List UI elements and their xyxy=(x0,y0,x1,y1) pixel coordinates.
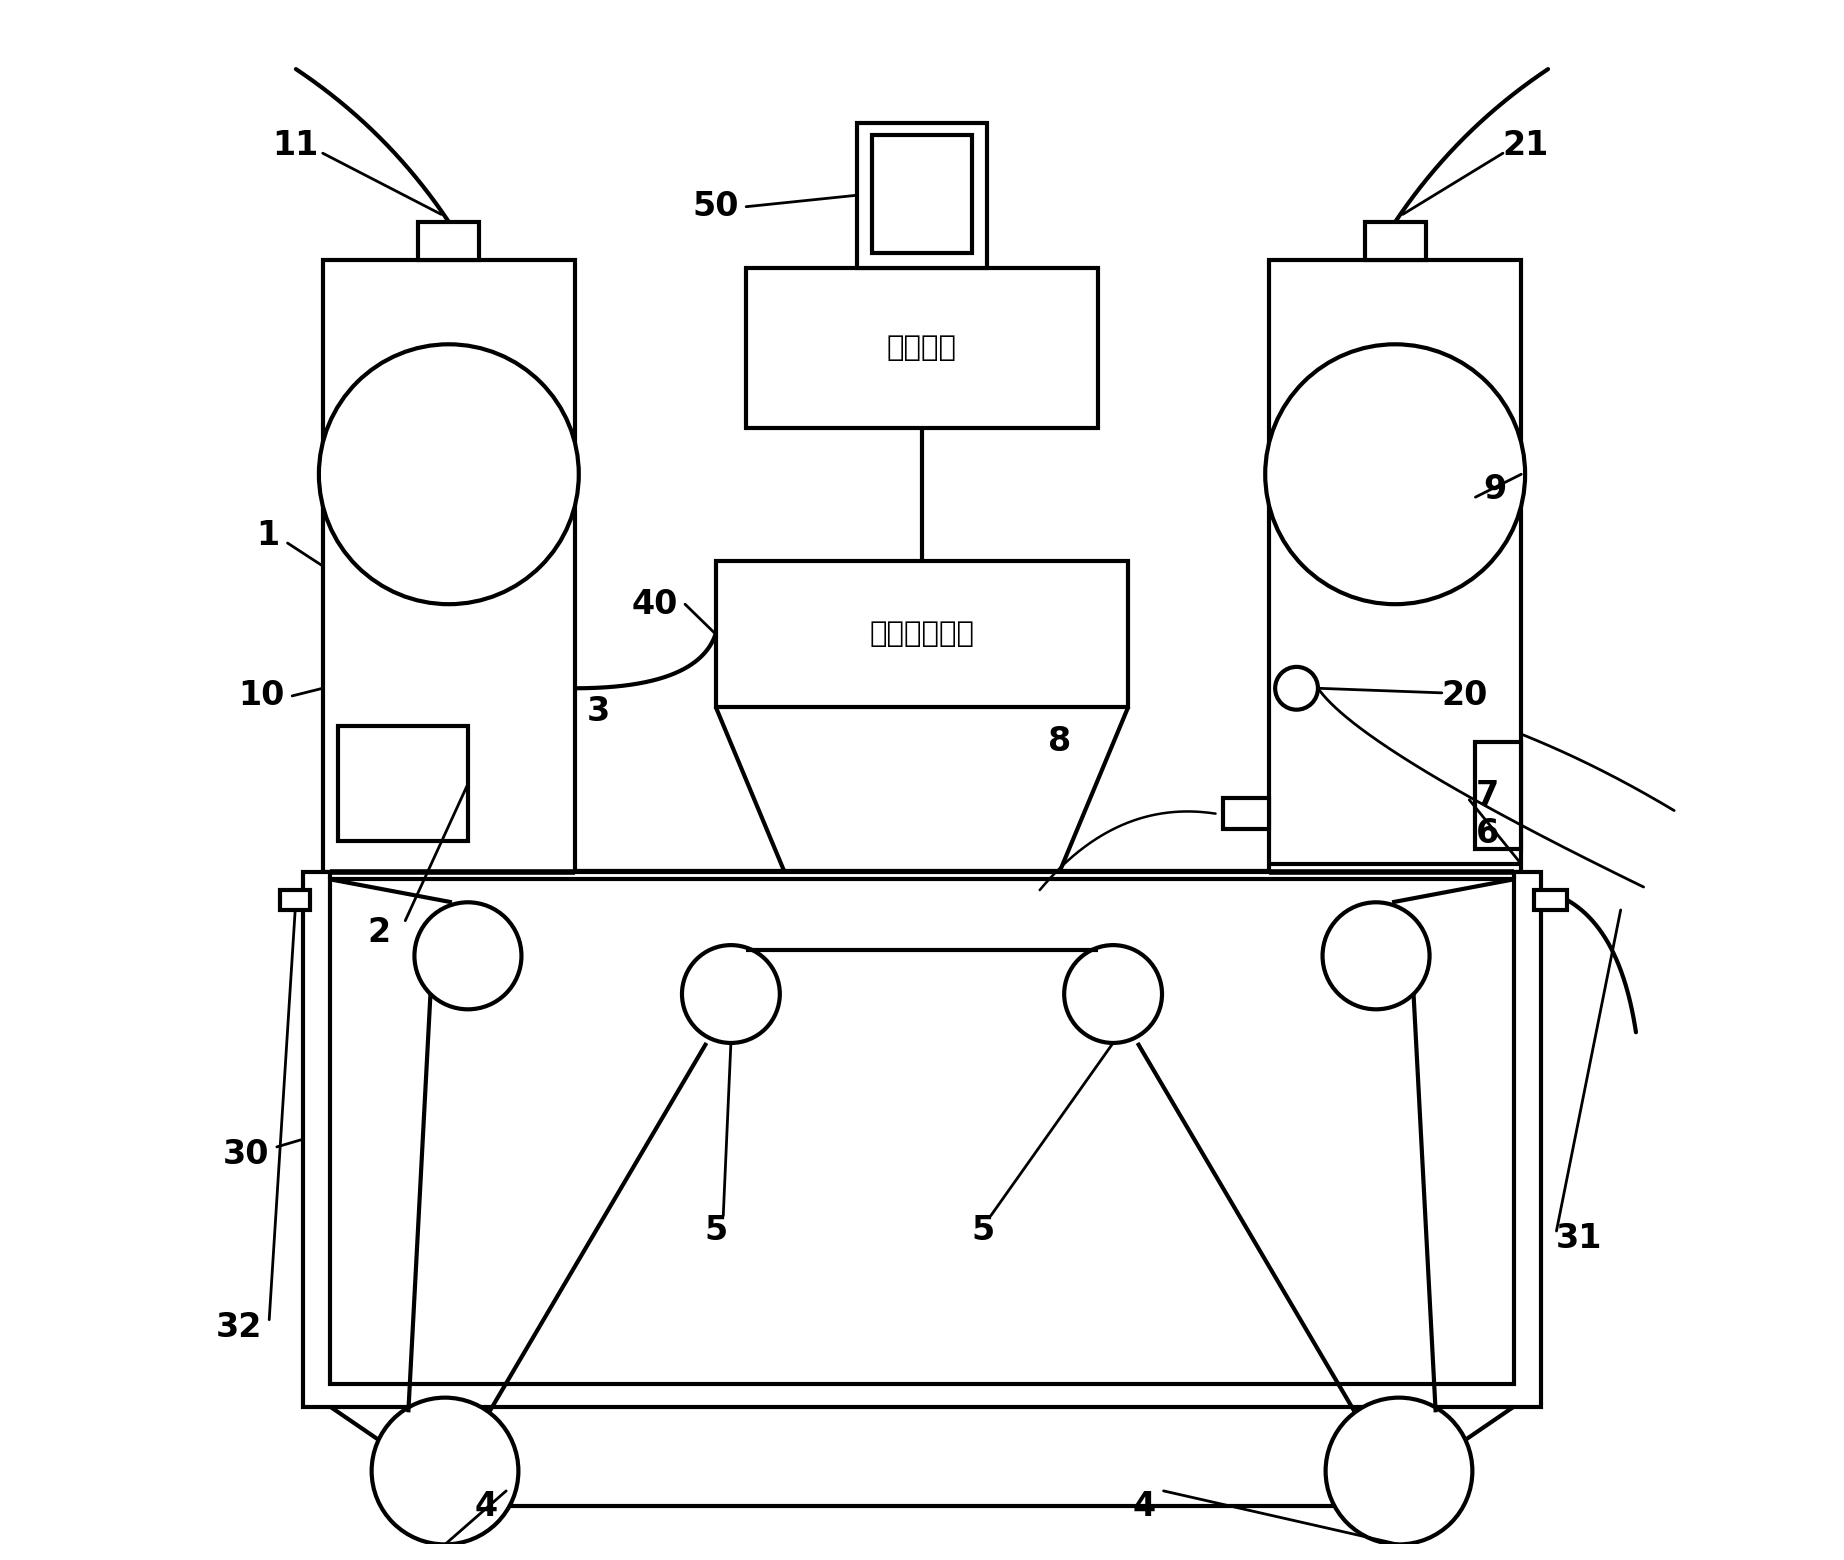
Text: 20: 20 xyxy=(1442,680,1488,713)
Text: 50: 50 xyxy=(692,190,739,223)
Bar xyxy=(330,880,1514,1384)
Text: 1: 1 xyxy=(256,519,278,552)
Text: 10: 10 xyxy=(238,680,284,713)
Circle shape xyxy=(372,1398,518,1544)
Circle shape xyxy=(1326,1398,1472,1544)
Bar xyxy=(419,222,479,261)
Bar xyxy=(872,134,972,253)
Text: 21: 21 xyxy=(1503,129,1549,162)
Text: 31: 31 xyxy=(1556,1221,1602,1256)
Text: 可控直流电源: 可控直流电源 xyxy=(870,619,974,647)
Bar xyxy=(280,891,310,909)
Bar xyxy=(302,872,1542,1407)
Text: 40: 40 xyxy=(631,588,677,621)
Text: 11: 11 xyxy=(273,129,319,162)
Text: 30: 30 xyxy=(223,1139,269,1172)
Circle shape xyxy=(319,345,579,604)
Circle shape xyxy=(1322,902,1429,1009)
Bar xyxy=(1223,799,1269,828)
Text: 8: 8 xyxy=(1047,725,1071,758)
Circle shape xyxy=(1276,666,1318,710)
Text: 6: 6 xyxy=(1475,817,1499,850)
Circle shape xyxy=(415,902,522,1009)
Bar xyxy=(857,123,987,268)
Text: 5: 5 xyxy=(704,1215,727,1248)
Bar xyxy=(1365,222,1425,261)
Bar xyxy=(337,727,468,841)
Text: 5: 5 xyxy=(972,1215,994,1248)
Text: 3: 3 xyxy=(586,694,610,727)
Text: 9: 9 xyxy=(1484,473,1507,505)
Text: 4: 4 xyxy=(1132,1490,1154,1523)
Circle shape xyxy=(1265,345,1525,604)
Bar xyxy=(323,261,575,872)
Text: 2: 2 xyxy=(367,916,391,950)
Circle shape xyxy=(1064,945,1162,1044)
Bar xyxy=(1475,741,1521,849)
Bar xyxy=(1534,891,1567,909)
Bar xyxy=(715,562,1129,707)
Bar xyxy=(747,268,1097,429)
Text: 4: 4 xyxy=(474,1490,498,1523)
Text: 7: 7 xyxy=(1475,778,1499,811)
Bar xyxy=(1269,261,1521,872)
Text: 32: 32 xyxy=(216,1310,262,1343)
Text: 监控系统: 监控系统 xyxy=(887,334,957,362)
Circle shape xyxy=(682,945,780,1044)
